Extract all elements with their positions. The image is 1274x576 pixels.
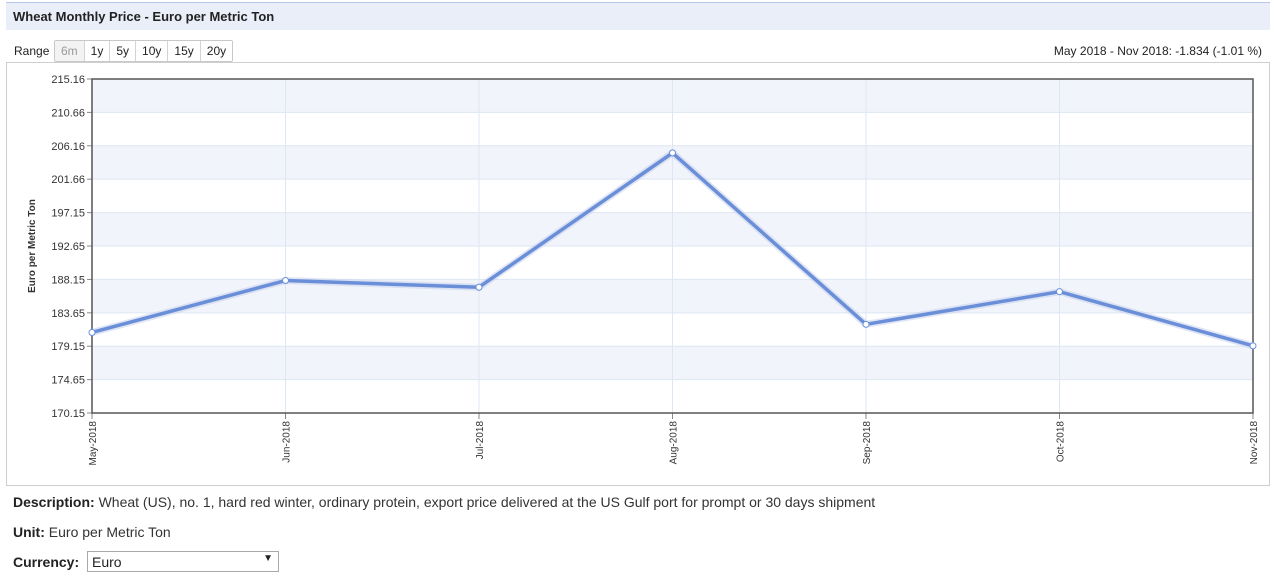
- range-button-group: 6m 1y 5y 10y 15y 20y: [54, 40, 234, 62]
- x-tick-label: Nov-2018: [1249, 421, 1260, 465]
- x-tick-label: Aug-2018: [669, 421, 680, 465]
- y-axis-title: Euro per Metric Ton: [27, 199, 38, 293]
- description-text: Wheat (US), no. 1, hard red winter, ordi…: [98, 494, 876, 510]
- y-tick-label: 188.15: [51, 274, 85, 286]
- chart-title-bar: Wheat Monthly Price - Euro per Metric To…: [6, 2, 1270, 30]
- y-tick-label: 183.65: [51, 308, 85, 320]
- data-point: [862, 320, 870, 328]
- data-point: [475, 283, 483, 291]
- data-point: [282, 277, 289, 285]
- y-tick-label: 215.16: [51, 74, 85, 86]
- unit-label: Unit:: [13, 524, 45, 540]
- unit-text: Euro per Metric Ton: [48, 524, 171, 540]
- y-tick-label: 174.65: [51, 375, 85, 387]
- data-point: [669, 149, 676, 157]
- range-button-10y[interactable]: 10y: [136, 41, 169, 61]
- currency-label: Currency:: [13, 554, 80, 570]
- x-tick-label: Oct-2018: [1056, 421, 1067, 463]
- plot-border: [91, 78, 1254, 414]
- data-point: [88, 328, 96, 336]
- y-tick-label: 206.16: [51, 141, 85, 153]
- x-tick-label: May-2018: [88, 421, 99, 466]
- range-button-15y[interactable]: 15y: [168, 41, 201, 61]
- currency-selected-value: Euro: [92, 554, 122, 570]
- description-label: Description:: [13, 494, 95, 510]
- currency-row: Currency:: [13, 554, 79, 570]
- range-button-5y[interactable]: 5y: [110, 41, 137, 61]
- y-tick-label: 201.66: [51, 174, 85, 186]
- x-tick-label: Jun-2018: [282, 421, 293, 463]
- range-label: Range: [14, 44, 50, 58]
- data-point: [1249, 342, 1257, 350]
- range-button-6m[interactable]: 6m: [55, 41, 85, 61]
- page-title: Wheat Monthly Price - Euro per Metric To…: [13, 9, 275, 24]
- y-tick-label: 197.15: [51, 208, 85, 220]
- price-change-summary: May 2018 - Nov 2018: -1.834 (-1.01 %): [1053, 44, 1262, 58]
- y-tick-label: 179.15: [51, 341, 85, 353]
- data-point: [1056, 288, 1063, 296]
- y-tick-label: 170.15: [51, 408, 85, 420]
- unit: Unit: Euro per Metric Ton: [13, 524, 171, 540]
- x-tick-label: Sep-2018: [862, 421, 873, 465]
- line-chart: 170.15 174.65 179.15 183.65 188.15 192.65 197.…: [27, 74, 1260, 466]
- currency-select[interactable]: Euro ▼: [87, 551, 279, 572]
- y-tick-label: 192.65: [51, 241, 85, 253]
- chart-container: 170.15 174.65 179.15 183.65 188.15 192.65 197.…: [6, 62, 1270, 486]
- chevron-down-icon: ▼: [263, 553, 273, 564]
- description: Description: Wheat (US), no. 1, hard red…: [13, 494, 875, 510]
- y-tick-label: 210.66: [51, 107, 85, 119]
- range-button-20y[interactable]: 20y: [200, 41, 233, 61]
- range-button-1y[interactable]: 1y: [84, 41, 111, 61]
- x-tick-label: Jul-2018: [475, 421, 486, 460]
